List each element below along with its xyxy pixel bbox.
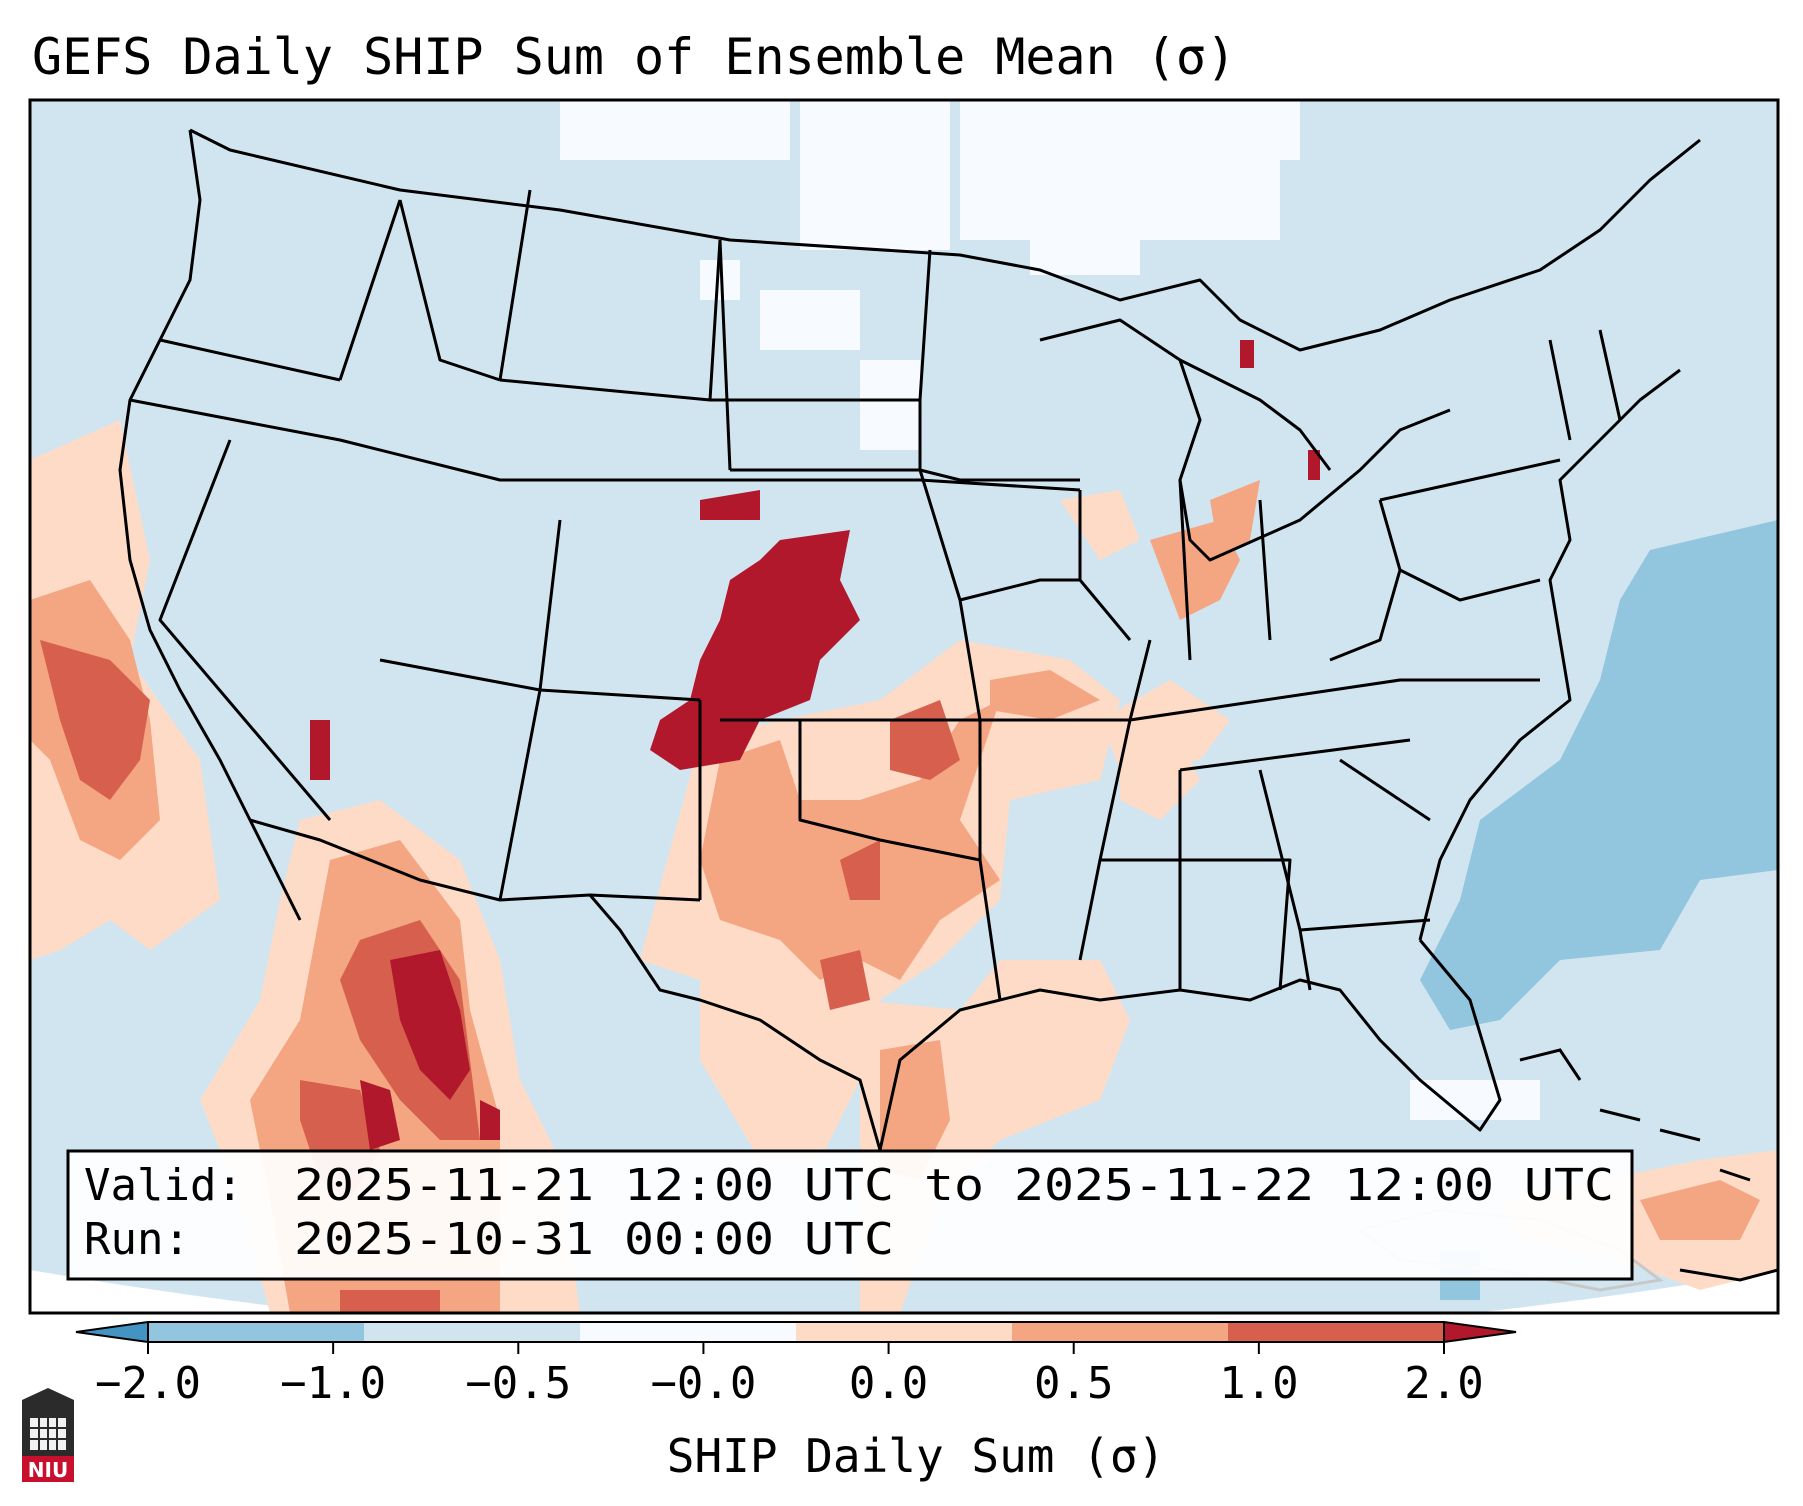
colorbar-tick-label: −1.0 xyxy=(280,1358,386,1409)
valid-value: 2025-11-21 12:00 UTC to 2025-11-22 12:00… xyxy=(294,1160,1614,1211)
niu-logo: NIU xyxy=(22,1388,74,1482)
colorbar-bin xyxy=(580,1322,796,1342)
colorbar-bin xyxy=(364,1322,580,1342)
colorbar: −2.0 −1.0 −0.5 −0.0 0.0 0.5 1.0 2.0 xyxy=(75,1320,1517,1409)
caribbean-islands xyxy=(1519,1048,1778,1282)
colorbar-tick-label: −2.0 xyxy=(95,1358,201,1409)
boundaries xyxy=(118,128,1701,1151)
colorbar-label: SHIP Daily Sum (σ) xyxy=(667,1429,1166,1483)
run-value: 2025-10-31 00:00 UTC xyxy=(294,1214,894,1265)
colorbar-bin xyxy=(796,1322,1012,1342)
map-title: GEFS Daily SHIP Sum of Ensemble Mean (σ) xyxy=(32,28,1236,86)
colorbar-tick-label: −0.5 xyxy=(465,1358,571,1409)
domain-edge xyxy=(30,1270,1778,1313)
positive-anomaly-extreme xyxy=(310,340,1320,1150)
colorbar-tick-label: 0.0 xyxy=(849,1358,928,1409)
valid-label: Valid: xyxy=(84,1160,243,1211)
info-box: Valid: 2025-11-21 12:00 UTC to 2025-11-2… xyxy=(66,1149,1634,1281)
colorbar-tick-label: 0.5 xyxy=(1034,1358,1113,1409)
run-label: Run: xyxy=(84,1214,190,1265)
colorbar-tick-label: 1.0 xyxy=(1219,1358,1298,1409)
map-frame xyxy=(28,98,1780,1315)
near-zero-field xyxy=(560,100,1540,1120)
colorbar-frame xyxy=(147,1321,1445,1343)
map-panel xyxy=(30,100,1778,1313)
colorbar-tick-label: 2.0 xyxy=(1404,1358,1483,1409)
colorbar-bin xyxy=(1228,1322,1444,1342)
colorbar-bin xyxy=(148,1322,364,1342)
colorbar-extend-low xyxy=(75,1320,149,1344)
negative-anomaly-atlantic xyxy=(1420,520,1778,1030)
colorbar-tick-label: −0.0 xyxy=(650,1358,756,1409)
niu-logo-text: NIU xyxy=(28,1458,68,1482)
colorbar-extend-high xyxy=(1443,1320,1517,1344)
colorbar-bin xyxy=(1012,1322,1228,1342)
